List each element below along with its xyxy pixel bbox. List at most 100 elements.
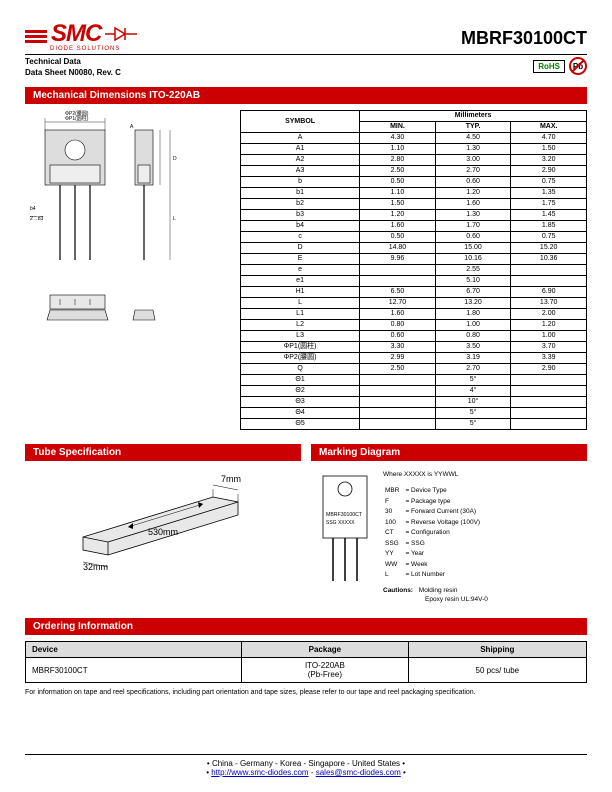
dim-cell: b3	[241, 210, 360, 221]
mechanical-drawing: ΦP1(圆柱) ΦP2(腰圆) b4 2→b3 D L A	[25, 110, 230, 340]
dim-cell	[360, 375, 436, 386]
order-package: ITO-220AB(Pb-Free)	[242, 658, 409, 683]
table-row: Θ310°	[241, 397, 587, 408]
dim-cell: 1.20	[511, 320, 587, 331]
dim-cell: 10.16	[435, 254, 511, 265]
dim-cell: 5°	[435, 408, 511, 419]
marking-chip-drawing: MBRF30100CT SSG XXXXX	[315, 471, 375, 588]
dim-cell: Q	[241, 364, 360, 375]
dim-cell: 1.60	[360, 221, 436, 232]
dim-cell: 0.80	[435, 331, 511, 342]
table-row: L20.801.001.20	[241, 320, 587, 331]
dim-cell: 1.75	[511, 199, 587, 210]
dim-cell: 1.60	[435, 199, 511, 210]
dim-cell: 0.75	[511, 177, 587, 188]
legend-value: = Configuration	[405, 529, 484, 537]
logo-bars-icon	[25, 30, 47, 43]
dim-cell: 1.45	[511, 210, 587, 221]
legend-value: = Reverse Voltage (100V)	[405, 519, 484, 527]
cautions-2: Epoxy resin UL:94V-0	[425, 596, 488, 603]
legend-key: F	[385, 498, 403, 506]
dim-cell: 3.00	[435, 155, 511, 166]
dim-header-units: Millimeters	[360, 111, 587, 122]
footer-email[interactable]: sales@smc-diodes.com	[316, 768, 401, 777]
dim-cell: 2.00	[511, 309, 587, 320]
dim-cell: 2.90	[511, 364, 587, 375]
dim-cell: 0.60	[360, 331, 436, 342]
rohs-badge: RoHS	[533, 60, 565, 73]
dim-cell: A3	[241, 166, 360, 177]
ordering-table: Device Package Shipping MBRF30100CT ITO-…	[25, 641, 587, 683]
dim-cell	[511, 397, 587, 408]
cautions-label: Cautions:	[383, 587, 413, 594]
dim-cell: 1.80	[435, 309, 511, 320]
legend-value: = Forward Current (30A)	[405, 508, 484, 516]
table-row: b11.101.201.35	[241, 188, 587, 199]
dim-cell: L2	[241, 320, 360, 331]
dim-cell: 1.30	[435, 210, 511, 221]
part-number: MBRF30100CT	[461, 28, 587, 49]
legend-row: SSG= SSG	[385, 540, 484, 548]
dim-cell	[511, 265, 587, 276]
dim-cell: 6.50	[360, 287, 436, 298]
table-row: L12.7013.2013.70	[241, 298, 587, 309]
legend-value: = Device Type	[405, 487, 484, 495]
dim-cell: 0.80	[360, 320, 436, 331]
footer-countries: • China - Germany - Korea - Singapore - …	[25, 759, 587, 768]
legend-row: WW= Week	[385, 561, 484, 569]
dim-cell: 4.30	[360, 133, 436, 144]
dim-cell: 1.30	[435, 144, 511, 155]
footer-url[interactable]: http://www.smc-diodes.com	[211, 768, 308, 777]
legend-key: CT	[385, 529, 403, 537]
dim-cell	[360, 386, 436, 397]
dim-cell	[511, 375, 587, 386]
legend-row: F= Package type	[385, 498, 484, 506]
dim-cell: 2.70	[435, 166, 511, 177]
dim-cell: 13.20	[435, 298, 511, 309]
dim-cell: ΦP2(腰圆)	[241, 353, 360, 364]
table-row: Θ24°	[241, 386, 587, 397]
dim-cell: 0.75	[511, 232, 587, 243]
logo-subtitle: DIODE SOLUTIONS	[50, 46, 137, 52]
dim-cell: 1.20	[360, 210, 436, 221]
dim-cell: 2.90	[511, 166, 587, 177]
legend-row: CT= Configuration	[385, 529, 484, 537]
dim-cell: 1.60	[360, 309, 436, 320]
table-row: D14.8015.0015.20	[241, 243, 587, 254]
legend-key: SSG	[385, 540, 403, 548]
svg-text:MBRF30100CT: MBRF30100CT	[326, 512, 363, 518]
legend-key: L	[385, 571, 403, 579]
dim-cell	[360, 265, 436, 276]
compliance-badges: RoHS Pb	[533, 57, 587, 75]
dim-cell: 4°	[435, 386, 511, 397]
legend-row: MBR= Device Type	[385, 487, 484, 495]
dim-cell: 2.99	[360, 353, 436, 364]
dim-cell: 14.80	[360, 243, 436, 254]
svg-text:SSG XXXXX: SSG XXXXX	[326, 520, 355, 526]
dim-cell	[360, 397, 436, 408]
dim-cell: e1	[241, 276, 360, 287]
dim-cell: H1	[241, 287, 360, 298]
dim-cell: D	[241, 243, 360, 254]
table-row: b0.500.600.75	[241, 177, 587, 188]
dim-cell: Θ1	[241, 375, 360, 386]
table-row: e2.55	[241, 265, 587, 276]
legend-value: = SSG	[405, 540, 484, 548]
dim-cell: A	[241, 133, 360, 144]
dim-cell: 5.10	[435, 276, 511, 287]
legend-value: = Lot Number	[405, 571, 484, 579]
tech-data-line1: Technical Data	[25, 57, 121, 66]
dim-cell: 9.96	[360, 254, 436, 265]
order-shipping: 50 pcs/ tube	[408, 658, 586, 683]
dim-col-typ: TYP.	[435, 122, 511, 133]
table-row: b31.201.301.45	[241, 210, 587, 221]
dim-cell: 3.70	[511, 342, 587, 353]
order-col-package: Package	[242, 642, 409, 658]
dim-cell	[360, 419, 436, 430]
tech-data-block: Technical Data Data Sheet N0080, Rev. C	[25, 55, 121, 77]
table-row: L11.601.802.00	[241, 309, 587, 320]
dim-cell: 12.70	[360, 298, 436, 309]
dim-cell: L3	[241, 331, 360, 342]
table-row: b41.601.701.85	[241, 221, 587, 232]
table-row: L30.600.801.00	[241, 331, 587, 342]
